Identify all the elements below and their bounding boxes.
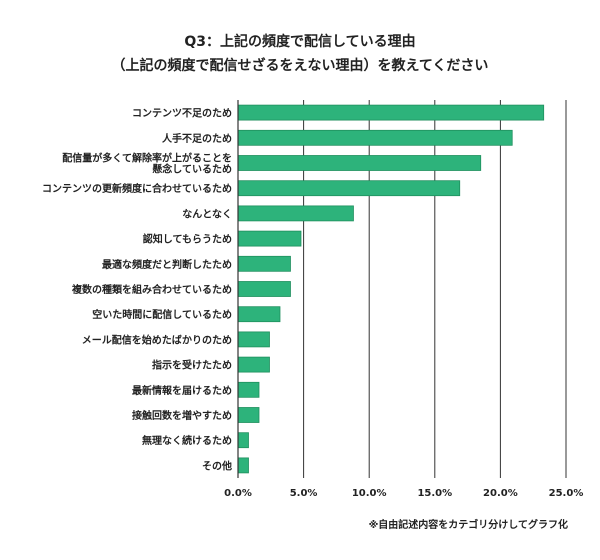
bar (237, 306, 281, 323)
x-tick-label: 25.0% (549, 488, 584, 499)
category-label: 人手不足のため (162, 132, 232, 145)
category-label: 配信量が多くて解除率が上がることを懸念しているため (62, 152, 232, 176)
category-label: 複数の種類を組み合わせているため (71, 283, 232, 296)
bar (237, 407, 260, 423)
x-tick-label: 20.0% (483, 488, 518, 499)
bar (237, 432, 249, 449)
bar (237, 331, 270, 348)
x-tick-label: 10.0% (352, 488, 387, 499)
category-label: コンテンツ不足のため (132, 108, 232, 120)
category-label: 無理なく続けるため (142, 434, 232, 447)
x-tick-label: 15.0% (417, 488, 452, 499)
chart-title-line1: Q3：上記の頻度で配信している理由 (184, 34, 416, 50)
bar (237, 155, 482, 171)
category-label: 最適な頻度だと判断したため (102, 258, 232, 271)
bar (237, 255, 291, 272)
x-tick-label: 5.0% (290, 488, 318, 499)
chart-title-line2: （上記の頻度で配信せざるをえない理由）を教えてください (111, 58, 489, 74)
category-label: 指示を受けたため (152, 359, 232, 372)
footnote: ※自由記述内容をカテゴリ分けしてグラフ化 (368, 520, 568, 531)
bar (237, 381, 260, 398)
category-label: なんとなく (182, 208, 232, 220)
category-label: メール配信を始めたばかりのため (82, 333, 232, 346)
bar (237, 205, 354, 222)
bar (237, 129, 513, 146)
category-label: 最新情報を届けるため (132, 384, 232, 397)
bar (237, 230, 302, 247)
bar (237, 180, 461, 197)
bar (237, 104, 545, 121)
x-tick-label: 0.0% (224, 488, 252, 499)
category-label: コンテンツの更新頻度に合わせているため (42, 182, 232, 195)
category-label: 認知してもらうため (143, 233, 232, 246)
category-label: その他 (202, 459, 232, 472)
category-label: 接触回数を増やすため (132, 409, 232, 422)
bar (237, 356, 270, 373)
bar (237, 457, 249, 474)
category-label: 空いた時間に配信しているため (92, 308, 232, 321)
bar (237, 281, 291, 297)
